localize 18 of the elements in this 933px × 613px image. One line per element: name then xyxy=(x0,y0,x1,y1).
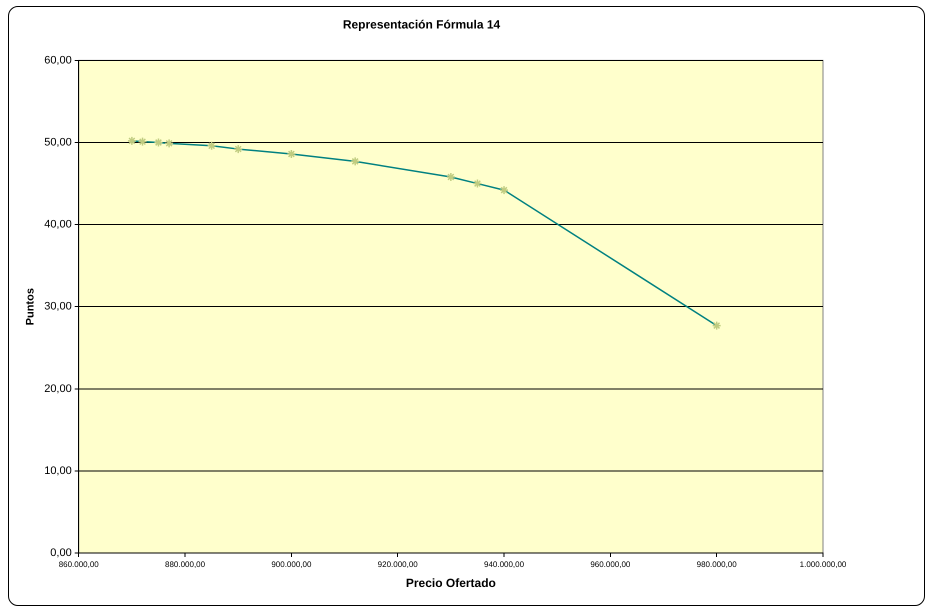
chart-title: Representación Fórmula 14 xyxy=(342,18,501,32)
y-tick-label: 0,00 xyxy=(50,547,72,560)
x-axis-title: Precio Ofertado xyxy=(406,576,496,590)
y-tick-label: 30,00 xyxy=(44,300,72,313)
x-tick-label: 880.000,00 xyxy=(165,560,206,570)
x-tick-label: 920.000,00 xyxy=(378,560,418,570)
x-tick-label: 860.000,00 xyxy=(58,560,100,570)
y-tick-label: 60,00 xyxy=(44,54,72,66)
y-tick-label: 40,00 xyxy=(44,218,72,231)
y-tick-label: 10,00 xyxy=(44,464,72,477)
x-tick-label: 1.000.000,00 xyxy=(800,560,847,570)
x-tick-label: 940.000,00 xyxy=(484,560,525,570)
x-tick-label: 960.000,00 xyxy=(590,560,631,570)
x-tick-label: 980.000,00 xyxy=(696,560,738,570)
y-tick-label: 20,00 xyxy=(44,382,72,395)
x-tick-label: 900.000,00 xyxy=(271,560,312,570)
y-tick-label: 50,00 xyxy=(44,136,72,149)
y-axis-title: Puntos xyxy=(24,288,37,326)
